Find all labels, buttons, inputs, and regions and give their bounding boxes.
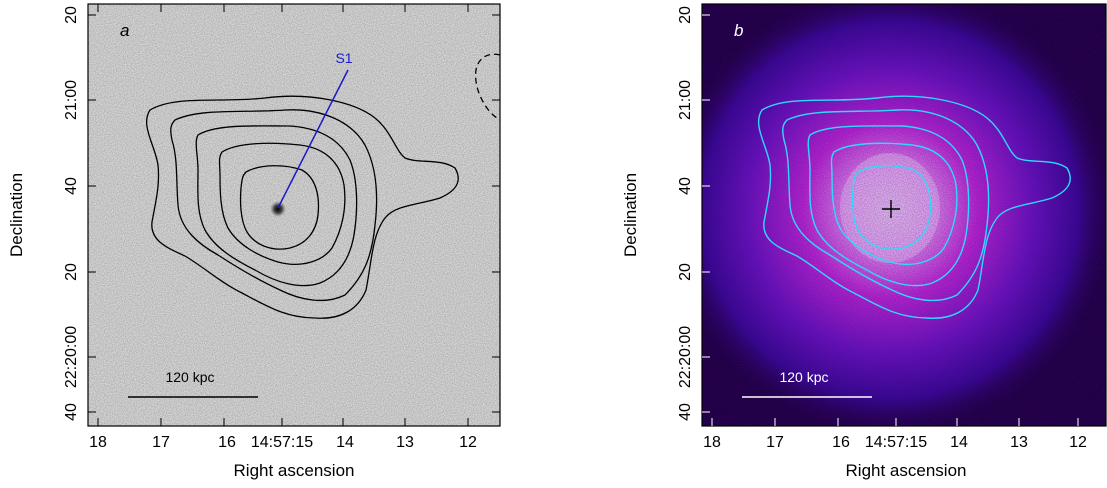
x-tick-label: 14 (336, 434, 354, 451)
y-tick-label: 40 (677, 403, 694, 421)
panel-a-scalebar-label: 120 kpc (165, 369, 214, 385)
y-tick-label: 40 (63, 403, 80, 421)
y-tick-label: 21:00 (677, 80, 694, 120)
panel-a-ylabel: Declination (7, 173, 26, 257)
panel-b-xtick-labels: 18 17 16 14:57:15 14 13 12 (703, 434, 1087, 451)
panel-b-ytick-labels: 20 21:00 40 20 22:20:00 40 (677, 6, 694, 421)
x-tick-label: 14:57:15 (251, 434, 313, 451)
panel-b-xlabel: Right ascension (846, 461, 967, 480)
y-tick-label: 21:00 (63, 80, 80, 120)
panel-a-letter: a (120, 21, 129, 40)
y-tick-label: 40 (677, 177, 694, 195)
contour-level-4 (218, 142, 346, 265)
panel-b-frame (701, 3, 1107, 427)
x-tick-label: 12 (1069, 434, 1087, 451)
panel-b-noise (702, 4, 1106, 426)
x-tick-label: 16 (218, 434, 236, 451)
y-tick-label: 40 (63, 177, 80, 195)
panel-b: b 120 kpc 18 17 16 14:57:15 14 13 12 Rig… (621, 3, 1107, 480)
source-s1-pointer-line (277, 69, 349, 209)
panel-b-ylabel: Declination (621, 173, 640, 257)
y-tick-label: 20 (63, 263, 80, 281)
panel-a-noise (88, 4, 500, 426)
panel-b-scalebar-label: 120 kpc (779, 369, 828, 385)
contour-level-5 (851, 165, 932, 250)
x-tick-label: 13 (1010, 434, 1028, 451)
x-tick-label: 14 (950, 434, 968, 451)
contour-level-3 (807, 125, 970, 287)
y-tick-label: 20 (677, 263, 694, 281)
source-s1-label: S1 (335, 50, 352, 66)
contour-level-4 (830, 142, 958, 266)
y-tick-label: 22:20:00 (677, 326, 694, 388)
contour-level-2 (782, 109, 990, 302)
panel-a-xtick-labels: 18 17 16 14:57:15 14 13 12 (89, 434, 477, 451)
y-tick-label: 22:20:00 (63, 326, 80, 388)
x-tick-label: 13 (396, 434, 414, 451)
panel-a-xlabel: Right ascension (234, 461, 355, 480)
x-tick-label: 14:57:15 (865, 434, 927, 451)
x-tick-label: 18 (89, 434, 107, 451)
contour-level-5 (239, 165, 320, 250)
x-tick-label: 18 (703, 434, 721, 451)
contour-level-1 (757, 95, 1071, 319)
x-tick-label: 16 (832, 434, 850, 451)
contour-level-2 (170, 109, 378, 302)
contour-level-1 (145, 95, 459, 319)
panel-b-letter: b (734, 21, 743, 40)
panel-b-center-marker (882, 200, 900, 218)
panel-b-tickmarks (702, 14, 1079, 426)
x-tick-label: 17 (152, 434, 170, 451)
source-s1 (270, 201, 286, 217)
x-tick-label: 17 (766, 434, 784, 451)
y-tick-label: 20 (677, 6, 694, 24)
panel-a-ytick-labels: 20 21:00 40 20 22:20:00 40 (63, 6, 80, 421)
y-tick-label: 20 (63, 6, 80, 24)
panel-b-emission (702, 4, 1106, 426)
x-tick-label: 12 (459, 434, 477, 451)
contour-level-3 (195, 125, 358, 287)
panel-a-frame (87, 3, 501, 427)
panel-a-tickmarks (88, 4, 500, 426)
panel-a-contours (145, 53, 500, 319)
negative-contour (474, 53, 500, 121)
panel-b-contours (757, 95, 1071, 319)
panel-a: S1 a 120 kpc 18 17 16 14:57:15 14 (7, 3, 501, 480)
